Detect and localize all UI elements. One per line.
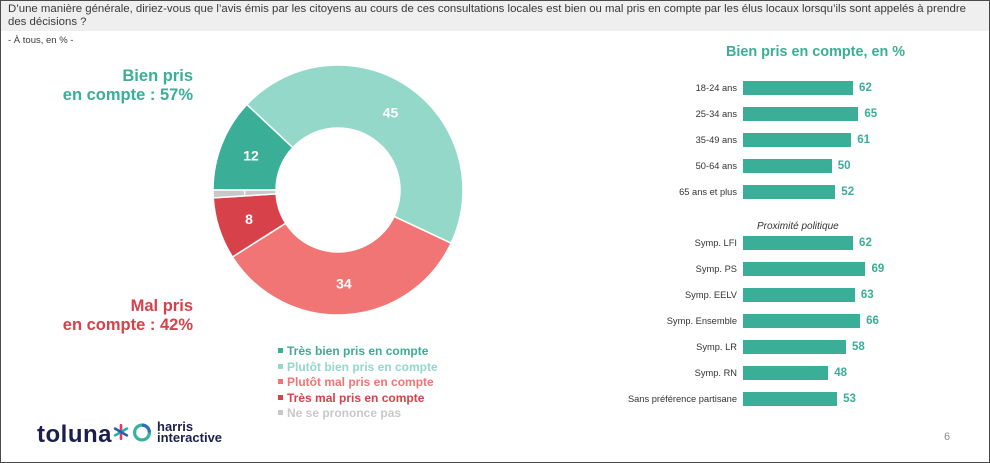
bar-label-25-34-ans: 25-34 ans xyxy=(695,109,737,119)
summary-negative-line-2: en compte : 42% xyxy=(62,316,193,334)
bar-value-label-65-ans-et-plus: 52 xyxy=(841,186,855,198)
bar-chart-title: Bien pris en compte, en % xyxy=(725,44,906,60)
bar-label-sans-preference-partisane: Sans préférence partisane xyxy=(627,394,737,404)
page-number: 6 xyxy=(944,431,951,443)
bar-value-label-18-24-ans: 62 xyxy=(859,82,872,94)
legend-item-nsp: Ne se prononce pas xyxy=(278,406,438,422)
bar-label-symp-lr: Symp. LR xyxy=(696,342,737,352)
bar-50-64-ans xyxy=(743,159,832,173)
bar-symp-ps xyxy=(743,262,866,276)
base-note: - À tous, en % - xyxy=(8,35,74,46)
bar-18-24-ans xyxy=(743,81,854,95)
bar-value-label-sans-preference-partisane: 53 xyxy=(843,393,856,405)
bar-label-35-49-ans: 35-49 ans xyxy=(695,135,737,145)
legend-swatch xyxy=(278,379,283,385)
legend-label: Ne se prononce pas xyxy=(287,406,402,420)
bar-symp-lr xyxy=(743,340,846,354)
legend-item-plutot-mal: Plutôt mal pris en compte xyxy=(278,375,438,391)
harris-interactive-logo: harris interactive xyxy=(157,419,223,445)
bar-symp-eelv xyxy=(743,288,855,302)
legend-swatch xyxy=(278,363,283,369)
donut-slice-plutot-mal-pris-en-compte xyxy=(231,215,453,316)
bar-group-label-proximite-politique: Proximité politique xyxy=(757,221,839,232)
legend-swatch xyxy=(278,410,283,416)
donut-value-label-tres-bien-pris-en-compte: 12 xyxy=(243,148,259,164)
question-header-band xyxy=(0,0,990,31)
question-text-line-2: des décisions ? xyxy=(8,15,87,28)
bar-35-49-ans xyxy=(743,133,852,147)
donut-value-label-tres-mal-pris-en-compte: 8 xyxy=(245,211,253,227)
bar-value-label-symp-ps: 69 xyxy=(871,263,885,275)
harris-logo-line-1: harris xyxy=(157,419,194,434)
bar-label-18-24-ans: 18-24 ans xyxy=(695,83,737,93)
donut-value-label-plutot-mal-pris-en-compte: 34 xyxy=(336,275,352,291)
bar-sans-preference-partisane xyxy=(743,392,838,406)
legend-label: Très mal pris en compte xyxy=(287,390,425,405)
bar-label-65-ans-et-plus: 65 ans et plus xyxy=(679,187,737,197)
bar-25-34-ans xyxy=(743,107,859,121)
bar-value-label-symp-eelv: 63 xyxy=(860,289,874,301)
summary-negative-line-1: Mal pris xyxy=(130,297,193,315)
bar-symp-rn xyxy=(743,366,829,380)
summary-positive: Bien pris en compte : 57% xyxy=(20,67,193,105)
donut-slice-plutot-bien-pris-en-compte xyxy=(245,64,464,245)
legend-item-plutot-bien: Plutôt bien pris en compte xyxy=(278,360,438,376)
legend-swatch xyxy=(278,348,283,354)
legend-swatch xyxy=(278,394,283,400)
donut-value-label-ne-se-prononce-pas: 1 xyxy=(242,188,247,198)
bar-symp-ensemble xyxy=(743,314,861,328)
summary-positive-line-2: en compte : 57% xyxy=(62,86,193,104)
bar-value-label-35-49-ans: 61 xyxy=(857,134,871,146)
toluna-star-icon xyxy=(113,424,129,440)
bar-value-label-25-34-ans: 65 xyxy=(864,108,878,120)
bar-label-symp-ps: Symp. PS xyxy=(695,264,737,274)
bar-65-ans-et-plus xyxy=(743,185,836,199)
legend-label: Plutôt bien pris en compte xyxy=(287,359,438,374)
bar-label-50-64-ans: 50-64 ans xyxy=(695,161,737,171)
bar-label-symp-eelv: Symp. EELV xyxy=(684,290,737,300)
legend-item-tres-bien: Très bien pris en compte xyxy=(278,344,438,360)
donut-legend: Très bien pris en compte Plutôt bien pri… xyxy=(278,344,438,422)
bar-label-symp-lfi: Symp. LFI xyxy=(694,238,737,248)
legend-label: Plutôt mal pris en compte xyxy=(287,375,434,389)
bar-symp-lfi xyxy=(743,236,854,250)
donut-slice-ne-se-prononce-pas xyxy=(212,189,277,199)
bar-label-symp-rn: Symp. RN xyxy=(694,368,737,378)
legend-item-tres-mal: Très mal pris en compte xyxy=(278,391,438,407)
legend-label: Très bien pris en compte xyxy=(287,344,429,358)
bar-value-label-symp-lfi: 62 xyxy=(859,237,872,249)
bar-value-label-symp-ensemble: 66 xyxy=(866,315,879,327)
summary-positive-line-1: Bien pris xyxy=(122,67,193,85)
harris-interactive-logo-icon xyxy=(132,423,152,442)
harris-logo-line-2: interactive xyxy=(157,430,223,445)
bar-label-symp-ensemble: Symp. Ensemble xyxy=(666,316,737,326)
toluna-logo: toluna xyxy=(37,421,112,448)
bar-value-label-symp-lr: 58 xyxy=(851,341,865,353)
summary-negative: Mal pris en compte : 42% xyxy=(20,297,193,335)
bar-value-label-symp-rn: 48 xyxy=(834,367,847,379)
bar-value-label-50-64-ans: 50 xyxy=(837,160,851,172)
donut-chart: 12 45 34 8 1 xyxy=(212,64,464,316)
question-text-line-1: D’une manière générale, diriez-vous que … xyxy=(8,3,966,15)
donut-value-label-plutot-bien-pris-en-compte: 45 xyxy=(383,105,399,121)
